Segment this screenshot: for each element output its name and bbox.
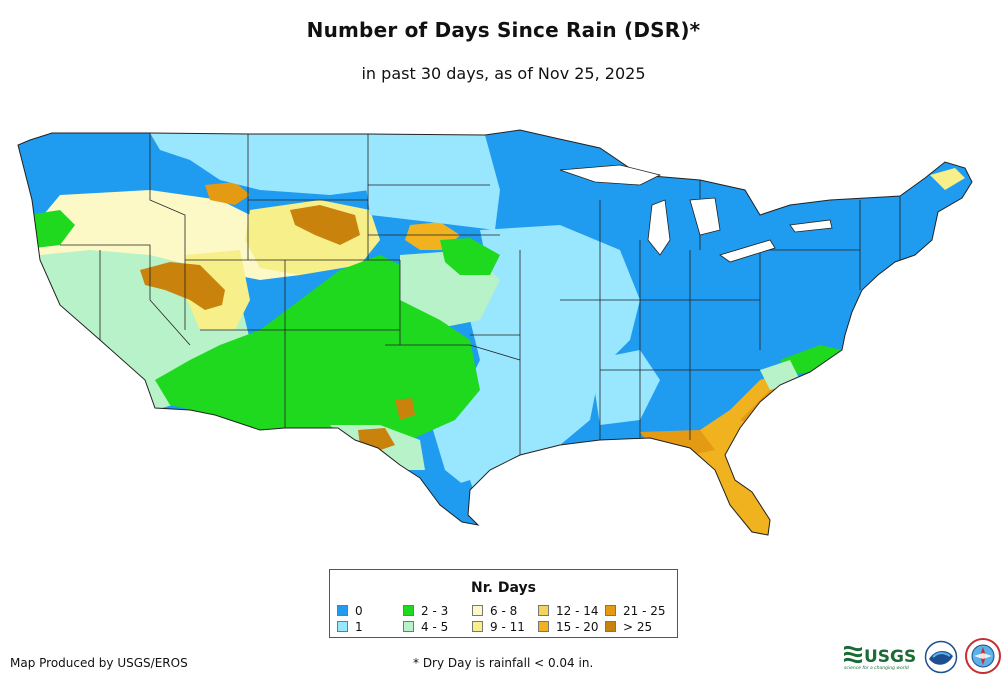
region-wyoming-gt25 bbox=[290, 205, 360, 245]
us-outline bbox=[17, 129, 973, 536]
legend-item-0: 0 bbox=[337, 604, 363, 618]
legend-item-3: 4 - 5 bbox=[403, 620, 448, 634]
usgs-logo-tagline: science for a changing world bbox=[844, 665, 909, 671]
legend-item-2: 2 - 3 bbox=[403, 604, 448, 618]
lake-huron bbox=[689, 197, 721, 236]
nws-logo bbox=[965, 638, 1001, 674]
legend-swatch-4 bbox=[472, 605, 483, 616]
lake-erie bbox=[719, 239, 776, 263]
legend-box: Nr. Days 0 1 2 - 3 4 - 5 6 - 8 9 - 11 12… bbox=[329, 569, 678, 638]
legend-swatch-8 bbox=[605, 605, 616, 616]
lake-ontario bbox=[789, 219, 833, 233]
legend-swatch-2 bbox=[403, 605, 414, 616]
region-dakotas-1 bbox=[365, 134, 500, 230]
legend-item-6: 12 - 14 bbox=[538, 604, 599, 618]
legend-swatch-5 bbox=[472, 621, 483, 632]
region-montana-1 bbox=[150, 133, 370, 195]
legend-swatch-7 bbox=[538, 621, 549, 632]
legend-title: Nr. Days bbox=[471, 580, 536, 596]
region-georgia-21-25 bbox=[640, 430, 715, 455]
usgs-logo-text: USGS bbox=[864, 647, 916, 667]
state-borders bbox=[60, 133, 901, 455]
legend-swatch-9 bbox=[605, 621, 616, 632]
region-utah-gt25 bbox=[140, 262, 225, 310]
legend-item-1: 1 bbox=[337, 620, 363, 634]
legend-swatch-6 bbox=[538, 605, 549, 616]
map-subtitle: in past 30 days, as of Nov 25, 2025 bbox=[361, 64, 646, 83]
usgs-logo: USGS science for a changing world bbox=[844, 645, 916, 671]
legend-item-8: 21 - 25 bbox=[605, 604, 666, 618]
noaa-logo bbox=[924, 640, 958, 674]
region-california-2-3 bbox=[28, 210, 75, 248]
dry-day-footnote: * Dry Day is rainfall < 0.04 in. bbox=[413, 656, 594, 670]
region-nebraska-2-3 bbox=[440, 238, 500, 275]
region-maine-6-8 bbox=[930, 168, 965, 190]
legend-item-9: > 25 bbox=[605, 620, 652, 634]
legend-swatch-1 bbox=[337, 621, 348, 632]
lake-michigan bbox=[647, 199, 671, 256]
producer-credit: Map Produced by USGS/EROS bbox=[10, 656, 188, 670]
legend-swatch-0 bbox=[337, 605, 348, 616]
lake-superior bbox=[559, 164, 662, 186]
region-idaho-21-25 bbox=[205, 182, 250, 205]
legend-item-5: 9 - 11 bbox=[472, 620, 525, 634]
legend-item-4: 6 - 8 bbox=[472, 604, 517, 618]
region-gulf-1 bbox=[590, 350, 660, 425]
legend-item-7: 15 - 20 bbox=[538, 620, 599, 634]
region-texas-central-gt25 bbox=[395, 398, 415, 420]
map-title: Number of Days Since Rain (DSR)* bbox=[306, 18, 701, 42]
region-carolina-2-3 bbox=[780, 345, 842, 375]
legend-swatch-3 bbox=[403, 621, 414, 632]
region-central-1 bbox=[460, 225, 640, 455]
